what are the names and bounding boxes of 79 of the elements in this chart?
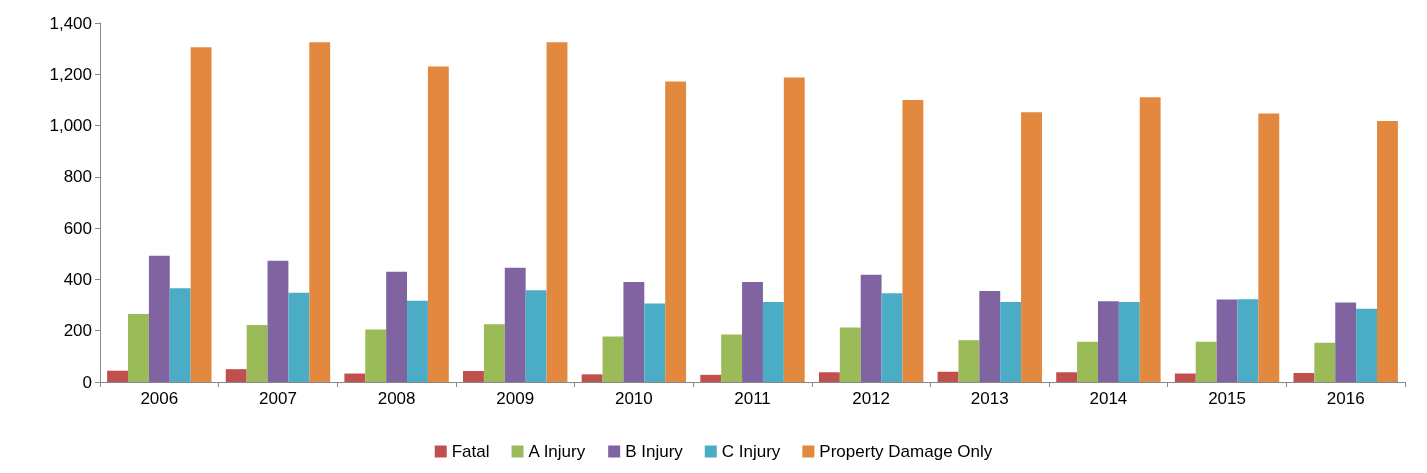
bar bbox=[365, 329, 387, 382]
bar bbox=[1335, 302, 1357, 382]
bar bbox=[958, 340, 980, 382]
bar bbox=[1139, 97, 1161, 382]
bar bbox=[1077, 341, 1098, 382]
bar bbox=[525, 290, 547, 382]
x-tick-label: 2008 bbox=[377, 389, 416, 408]
bar bbox=[818, 372, 840, 382]
y-tick-label: 800 bbox=[63, 167, 92, 187]
bar bbox=[504, 267, 526, 382]
bar bbox=[881, 293, 903, 382]
x-tick-label: 2010 bbox=[614, 389, 653, 408]
bar bbox=[742, 281, 763, 382]
bar bbox=[309, 42, 331, 382]
bar bbox=[602, 336, 624, 382]
bar bbox=[107, 370, 128, 382]
bar bbox=[721, 334, 743, 382]
bar bbox=[1258, 113, 1280, 382]
x-tick-label: 2012 bbox=[852, 389, 891, 408]
bar bbox=[665, 81, 687, 382]
bar bbox=[1314, 342, 1336, 382]
bar bbox=[1118, 301, 1140, 382]
bar bbox=[1356, 308, 1377, 382]
bar bbox=[128, 314, 149, 382]
bar bbox=[623, 281, 645, 382]
bar bbox=[463, 370, 484, 382]
bar bbox=[1000, 301, 1022, 382]
legend-label: A Injury bbox=[528, 442, 586, 461]
bar bbox=[783, 77, 805, 382]
bar bbox=[1377, 120, 1398, 382]
bar bbox=[246, 325, 268, 382]
x-tick-label: 2014 bbox=[1089, 389, 1128, 408]
bar bbox=[1237, 299, 1259, 382]
legend-label: Property Damage Only bbox=[819, 442, 993, 461]
x-tick-label: 2009 bbox=[496, 389, 535, 408]
bar bbox=[546, 42, 568, 382]
bar bbox=[1293, 373, 1315, 382]
x-tick-label: 2011 bbox=[734, 389, 771, 408]
bar bbox=[427, 66, 449, 382]
y-tick-label: 1,400 bbox=[49, 13, 92, 33]
bar bbox=[483, 324, 505, 382]
bar bbox=[1056, 372, 1078, 382]
y-tick-label: 400 bbox=[63, 269, 92, 289]
bar bbox=[267, 260, 289, 382]
bar bbox=[386, 271, 408, 382]
legend-label: Fatal bbox=[451, 442, 490, 461]
bar bbox=[762, 301, 784, 382]
bar bbox=[407, 300, 428, 382]
bar bbox=[1195, 341, 1217, 382]
bar bbox=[644, 303, 666, 382]
x-tick-label: 2016 bbox=[1326, 389, 1365, 408]
bar bbox=[148, 255, 170, 382]
bar bbox=[288, 292, 310, 382]
bar bbox=[979, 290, 1001, 382]
x-tick-label: 2007 bbox=[259, 389, 297, 408]
legend-label: C Injury bbox=[721, 442, 781, 461]
y-tick-label: 1,200 bbox=[49, 64, 92, 84]
y-tick-label: 200 bbox=[63, 321, 92, 341]
bar bbox=[700, 374, 722, 382]
bar bbox=[1174, 373, 1196, 382]
bar bbox=[937, 371, 959, 382]
bar bbox=[1216, 299, 1238, 382]
bar bbox=[860, 274, 882, 382]
y-tick-label: 600 bbox=[63, 218, 92, 238]
bar bbox=[169, 288, 191, 382]
bar bbox=[1097, 301, 1119, 382]
bar bbox=[190, 47, 212, 382]
x-tick-label: 2006 bbox=[140, 389, 179, 408]
bar bbox=[902, 99, 924, 382]
bar bbox=[344, 373, 366, 382]
bar bbox=[839, 327, 861, 382]
bar bbox=[225, 369, 247, 382]
y-tick-label: 1,000 bbox=[49, 116, 92, 136]
legend-label: B Injury bbox=[625, 442, 684, 461]
bar bbox=[1021, 112, 1042, 382]
x-tick-label: 2015 bbox=[1208, 389, 1246, 408]
x-tick-label: 2013 bbox=[970, 389, 1009, 408]
bar bbox=[581, 374, 603, 382]
y-tick-label: 0 bbox=[82, 372, 92, 392]
